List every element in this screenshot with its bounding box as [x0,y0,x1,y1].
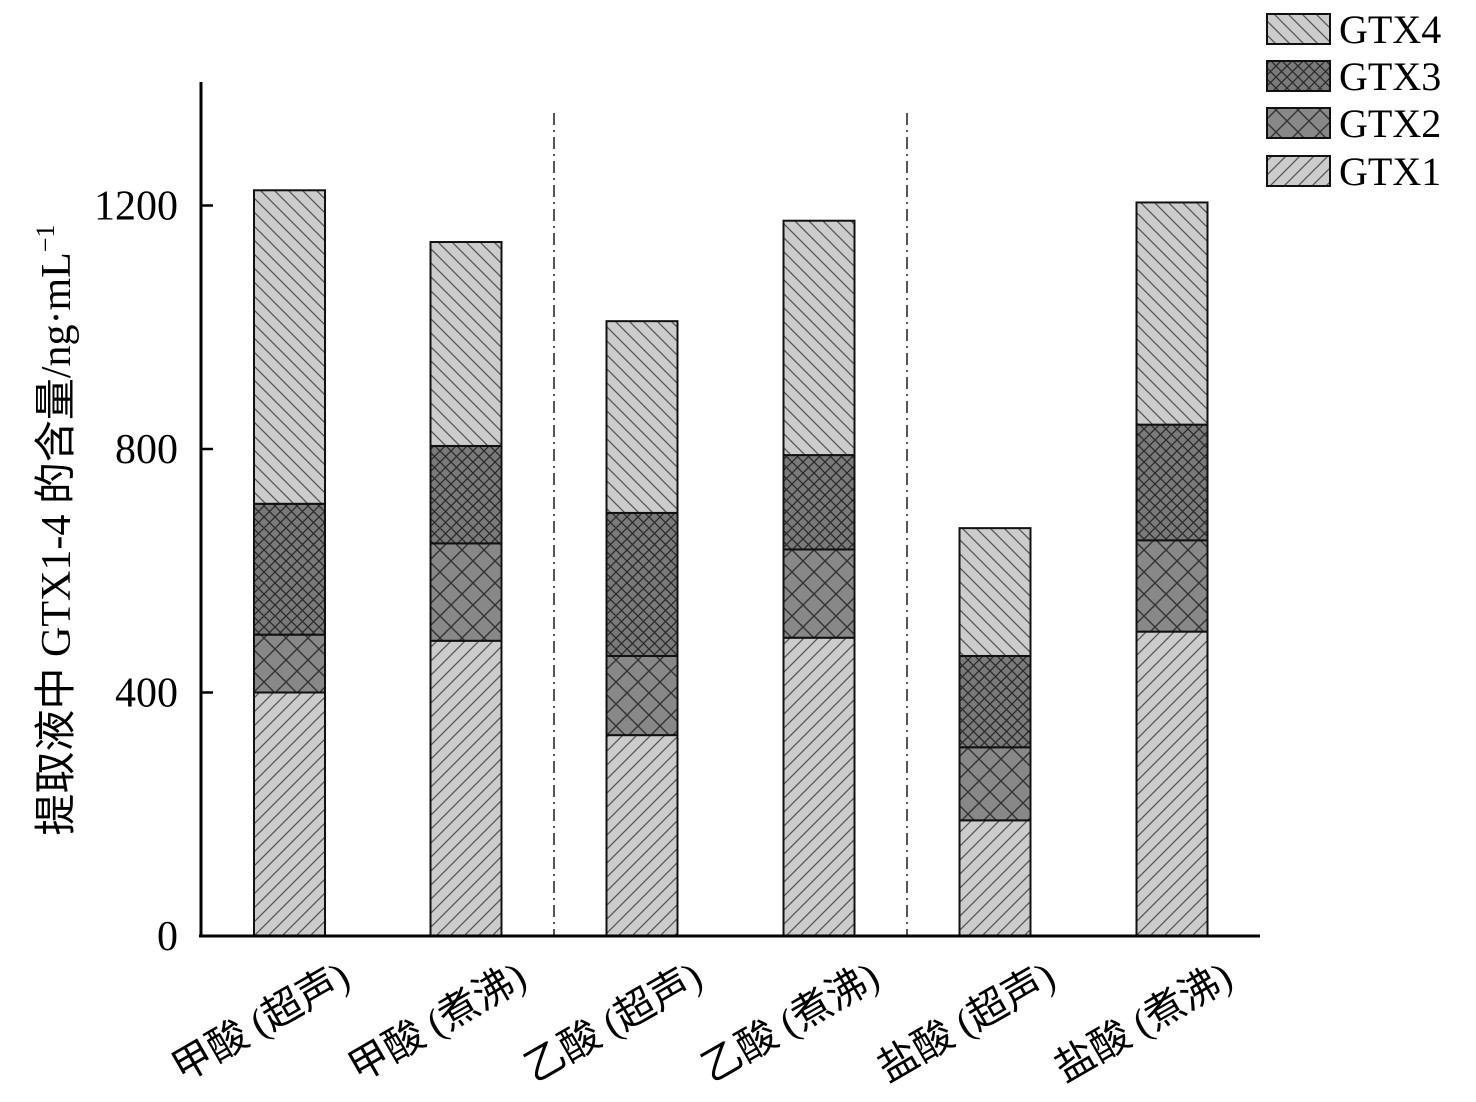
y-tick-label: 800 [115,427,178,473]
y-tick-label: 400 [115,671,178,717]
x-category-label: 乙酸 (超声) [517,953,710,1090]
bar-segment-gtx4 [1135,201,1209,426]
bar-segment-gtx3 [605,511,679,657]
legend-label-gtx4: GTX4 [1339,7,1441,52]
bar-segment-gtx1 [958,819,1032,938]
bar-segment-gtx3 [253,502,326,636]
legend-label-gtx1: GTX1 [1339,149,1441,194]
bar-segment-gtx3 [429,444,503,545]
bar-segment-gtx1 [429,639,503,937]
svg-text:提取液中 GTX1-4 的含量/ng·mL−1: 提取液中 GTX1-4 的含量/ng·mL−1 [31,225,80,836]
bar-segment-gtx2 [1135,539,1209,633]
bar-segment-gtx2 [958,746,1032,822]
bar-segment-gtx1 [782,636,856,938]
legend-swatch-gtx1 [1266,155,1331,187]
bar-segment-gtx4 [429,241,503,447]
legend-label-gtx2: GTX2 [1339,101,1441,146]
bar-segment-gtx2 [605,654,679,737]
legend-swatch-gtx4 [1266,13,1331,45]
bar-segment-gtx3 [958,654,1032,749]
bar-segment-gtx2 [253,633,326,694]
x-category-label: 乙酸 (煮沸) [694,953,887,1090]
x-category-label: 甲酸 (超声) [164,953,357,1090]
bar-segment-gtx4 [782,219,856,457]
bar-segment-gtx3 [1135,423,1209,542]
y-axis-title-superscript: −1 [31,225,60,253]
x-category-label: 盐酸 (煮沸) [1047,953,1240,1090]
bar-segment-gtx1 [605,734,679,937]
x-category-label: 甲酸 (煮沸) [341,953,534,1090]
bar-segment-gtx4 [253,189,326,505]
y-axis-title-text: 提取液中 GTX1-4 的含量/ng·mL [34,252,80,835]
x-category-label: 盐酸 (超声) [870,953,1063,1090]
bar-segment-gtx1 [1135,630,1209,937]
legend-label-gtx3: GTX3 [1339,54,1441,99]
bar-segment-gtx2 [782,548,856,639]
bar-segment-gtx4 [958,527,1032,657]
bar-segment-gtx2 [429,542,503,642]
y-axis-title: 提取液中 GTX1-4 的含量/ng·mL−1 [31,225,80,836]
y-tick-label: 1200 [94,184,178,230]
y-tick-label: 0 [157,914,178,960]
bar-segment-gtx1 [253,691,326,937]
bar-segment-gtx3 [782,454,856,551]
legend-swatch-gtx3 [1266,60,1331,92]
legend-swatch-gtx2 [1266,107,1331,139]
bar-segment-gtx4 [605,320,679,514]
